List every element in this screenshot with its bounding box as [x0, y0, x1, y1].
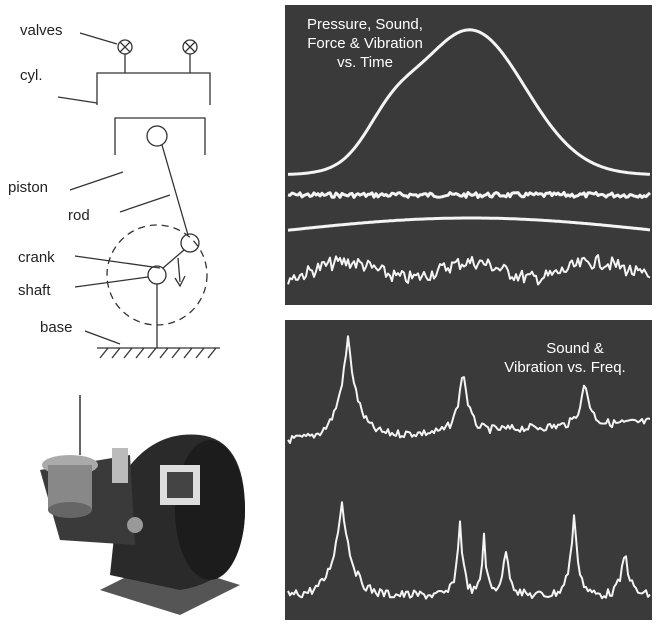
valve — [118, 40, 132, 73]
figure: valves cyl. piston rod crank shaft base … — [0, 0, 656, 624]
label: valves — [20, 22, 63, 39]
compressor-photo — [40, 395, 245, 615]
panel-title: vs. Time — [337, 54, 393, 71]
shaft — [148, 266, 166, 284]
valve — [183, 40, 197, 73]
label: base — [40, 319, 73, 336]
piston — [115, 118, 205, 155]
label: crank — [18, 249, 55, 266]
label: rod — [68, 207, 90, 224]
mechanism-diagram: valves cyl. piston rod crank shaft base — [8, 22, 220, 358]
label: piston — [8, 179, 48, 196]
rod — [162, 145, 188, 235]
leader-lines — [58, 33, 170, 344]
label: cyl. — [20, 67, 43, 84]
panel-title: Sound & — [546, 340, 604, 357]
panel-title: Pressure, Sound, — [307, 16, 423, 33]
panel-title: Vibration vs. Freq. — [504, 359, 625, 376]
base — [97, 348, 220, 358]
label: shaft — [18, 282, 51, 299]
frequency-panel: Sound & Vibration vs. Freq. — [285, 320, 652, 620]
time-panel: Pressure, Sound, Force & Vibration vs. T… — [285, 5, 652, 305]
wrist-pin — [147, 126, 167, 146]
cylinder — [97, 73, 210, 105]
panel-title: Force & Vibration — [307, 35, 423, 52]
